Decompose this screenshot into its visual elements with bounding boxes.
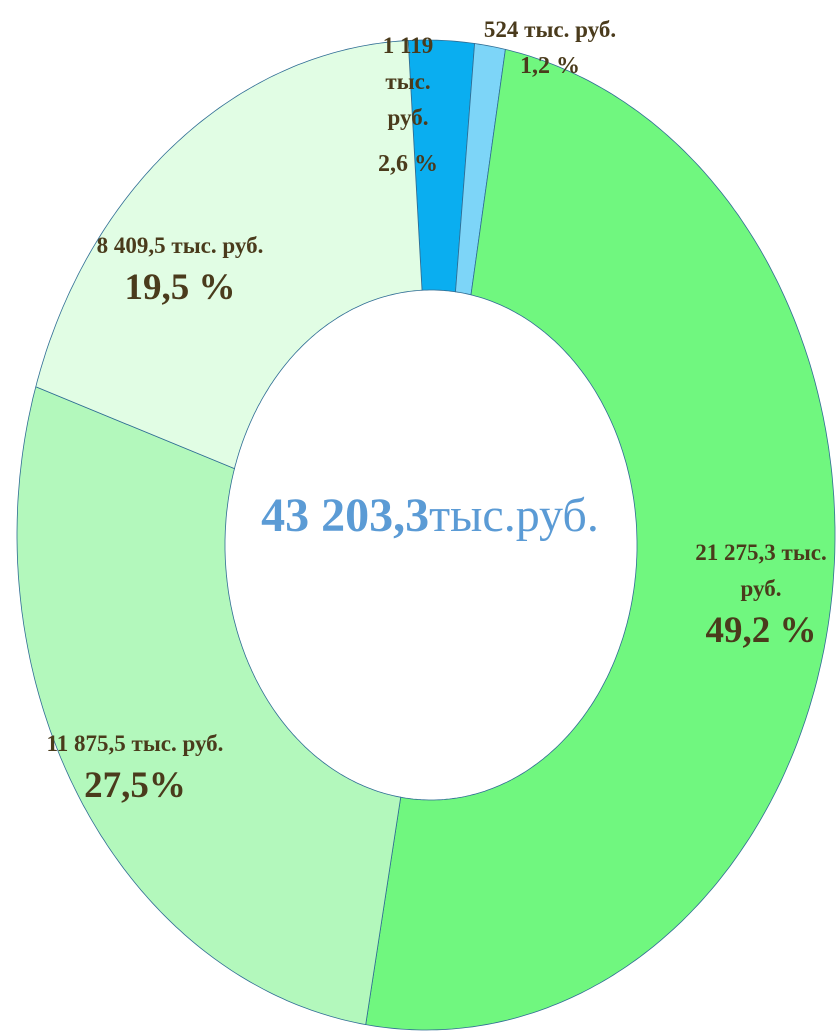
value-label: 21 275,3 тыс. руб. <box>695 540 827 601</box>
percent-label: 1,2 % <box>520 53 580 79</box>
donut-segment <box>35 40 423 470</box>
data-label: 21 275,3 тыс. руб. 49,2 % <box>676 535 839 655</box>
center-label: 43 203,3тыс.руб. <box>200 488 660 543</box>
data-label: 8 409,5 тыс. руб. 19,5 % <box>40 228 320 312</box>
value-label: 8 409,5 тыс. руб. <box>96 233 264 258</box>
value-label: 1 119 тыс. руб. <box>382 33 434 130</box>
data-label: 524 тыс. руб. 1,2 % <box>480 12 620 84</box>
percent-label: 27,5% <box>84 765 186 806</box>
value-label: 11 875,5 тыс. руб. <box>46 731 224 756</box>
percent-label: 19,5 % <box>124 267 236 308</box>
data-label: 1 119 тыс. руб. 2,6 % <box>368 28 448 182</box>
data-label: 11 875,5 тыс. руб. 27,5% <box>10 726 260 810</box>
percent-label: 2,6 % <box>378 151 438 177</box>
center-unit: тыс.руб. <box>429 489 599 542</box>
percent-label: 49,2 % <box>705 610 817 651</box>
donut-segment <box>16 386 402 1026</box>
center-value: 43 203,3 <box>261 489 430 542</box>
value-label: 524 тыс. руб. <box>483 17 617 42</box>
